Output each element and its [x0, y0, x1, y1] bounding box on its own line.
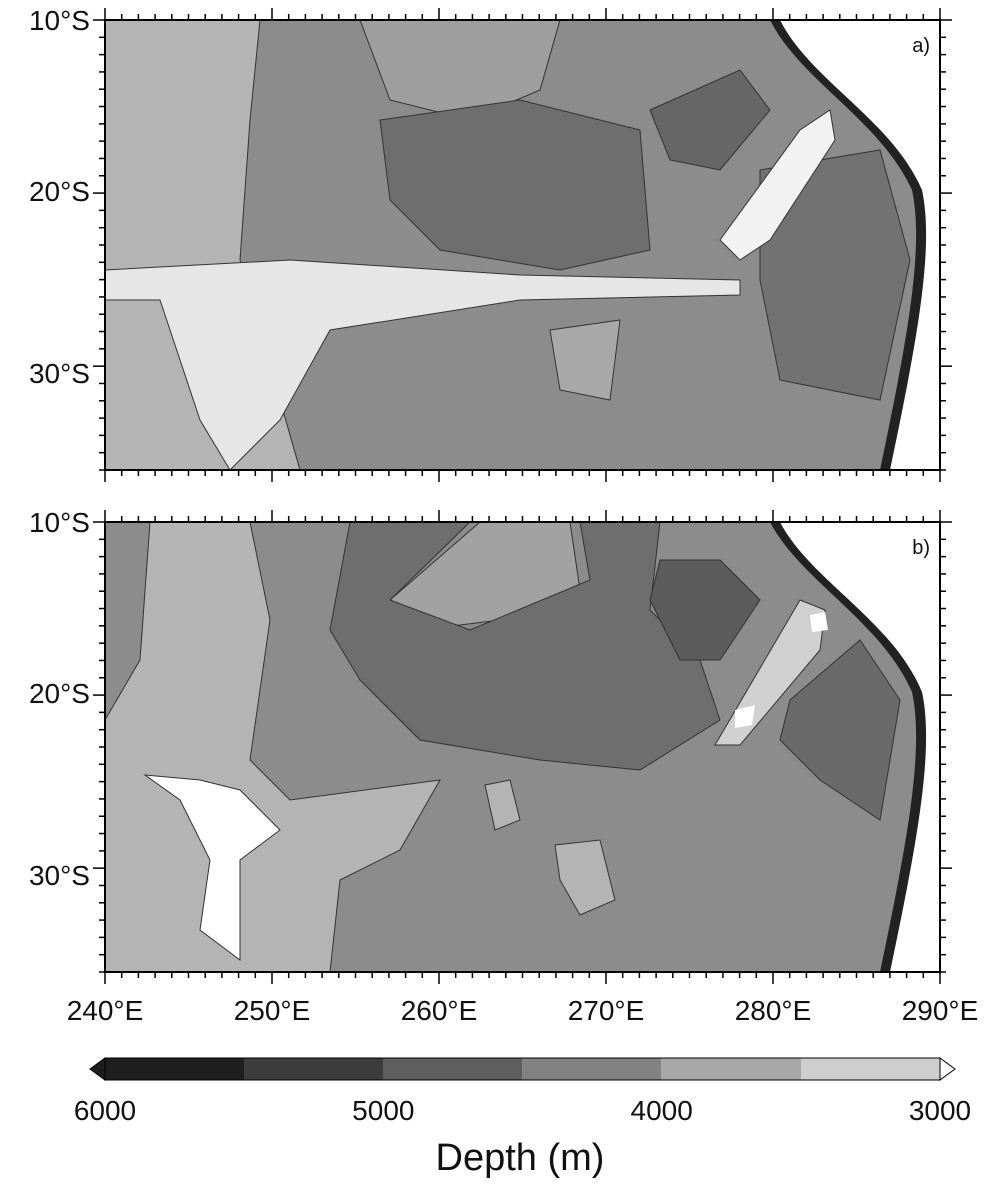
figure: a) b) Depth (m) 10°S 20°S 30°S 10°S 20°S 30°S…	[0, 0, 990, 1186]
panel-label: b)	[912, 537, 930, 559]
lat-tick-label: 20°S	[29, 678, 90, 709]
lon-tick-label: 240°E	[67, 995, 144, 1026]
lat-tick-label: 20°S	[29, 176, 90, 207]
lon-tick-label: 250°E	[234, 995, 311, 1026]
colorbar-tick-label: 4000	[631, 1095, 693, 1126]
panel-label: a)	[912, 35, 930, 57]
map-a	[105, 20, 940, 470]
colorbar-tick-label: 5000	[352, 1095, 414, 1126]
lat-tick-label: 30°S	[29, 860, 90, 891]
lon-tick-label: 290°E	[902, 995, 979, 1026]
colorbar-tick-label: 6000	[74, 1095, 136, 1126]
colorbar-label: Depth (m)	[436, 1137, 605, 1179]
lon-tick-label: 270°E	[568, 995, 645, 1026]
lat-tick-label: 10°S	[29, 507, 90, 538]
map-b	[105, 522, 940, 972]
lon-tick-label: 280°E	[735, 995, 812, 1026]
colorbar-tick-label: 3000	[909, 1095, 971, 1126]
lon-tick-label: 260°E	[401, 995, 478, 1026]
lat-tick-label: 30°S	[29, 358, 90, 389]
lat-tick-label: 10°S	[29, 5, 90, 36]
colorbar	[90, 1058, 955, 1080]
